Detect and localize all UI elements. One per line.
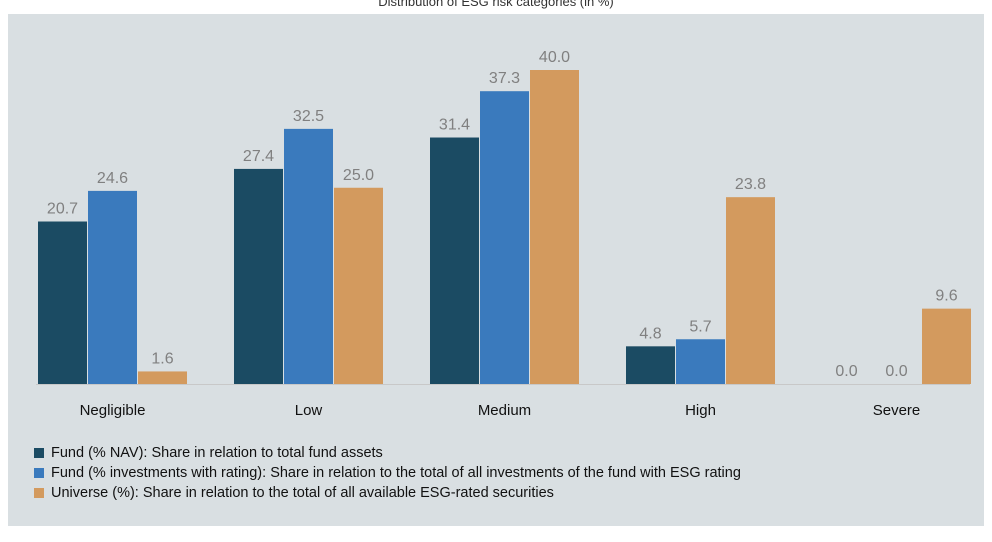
data-label: 25.0 (343, 167, 374, 184)
bar-high-series-0 (626, 346, 675, 384)
bar-negligible-series-1 (88, 190, 137, 384)
data-label: 24.6 (97, 170, 128, 187)
legend-label: Fund (% NAV): Share in relation to total… (51, 445, 383, 461)
data-label: 4.8 (639, 325, 661, 342)
bar-low-series-1 (284, 128, 333, 384)
data-label: 1.6 (151, 350, 173, 367)
bar-medium-series-1 (480, 91, 529, 384)
bar-medium-series-0 (430, 137, 479, 384)
bar-high-series-2 (726, 197, 775, 384)
chart-legend: Fund (% NAV): Share in relation to total… (34, 443, 741, 503)
legend-label: Fund (% investments with rating): Share … (51, 465, 741, 481)
legend-item-fund-rated: Fund (% investments with rating): Share … (34, 463, 741, 483)
data-label: 20.7 (47, 201, 78, 218)
legend-item-universe: Universe (%): Share in relation to the t… (34, 483, 741, 503)
data-label: 23.8 (735, 176, 766, 193)
bar-severe-series-2 (922, 308, 971, 384)
bar-low-series-2 (334, 187, 383, 384)
legend-label: Universe (%): Share in relation to the t… (51, 485, 554, 501)
data-label: 32.5 (293, 108, 324, 125)
data-label: 0.0 (835, 363, 857, 380)
legend-item-fund-nav: Fund (% NAV): Share in relation to total… (34, 443, 741, 463)
bar-medium-series-2 (530, 70, 579, 384)
data-label: 31.4 (439, 117, 470, 134)
x-tick-label: Low (295, 402, 323, 419)
bar-high-series-1 (676, 339, 725, 384)
data-label: 27.4 (243, 148, 274, 165)
x-tick-label: High (685, 402, 716, 419)
x-tick-label: Medium (478, 402, 531, 419)
bar-low-series-0 (234, 168, 283, 384)
data-label: 5.7 (689, 318, 711, 335)
data-label: 37.3 (489, 70, 520, 87)
data-label: 0.0 (885, 363, 907, 380)
data-label: 40.0 (539, 49, 570, 66)
legend-swatch-icon (34, 468, 44, 478)
bar-negligible-series-2 (138, 371, 187, 384)
legend-swatch-icon (34, 488, 44, 498)
x-tick-label: Severe (873, 402, 921, 419)
data-label: 9.6 (935, 288, 957, 305)
legend-swatch-icon (34, 448, 44, 458)
chart-title-partial: Distribution of ESG risk categories (in … (378, 0, 614, 9)
bar-negligible-series-0 (38, 221, 87, 384)
x-tick-label: Negligible (80, 402, 146, 419)
